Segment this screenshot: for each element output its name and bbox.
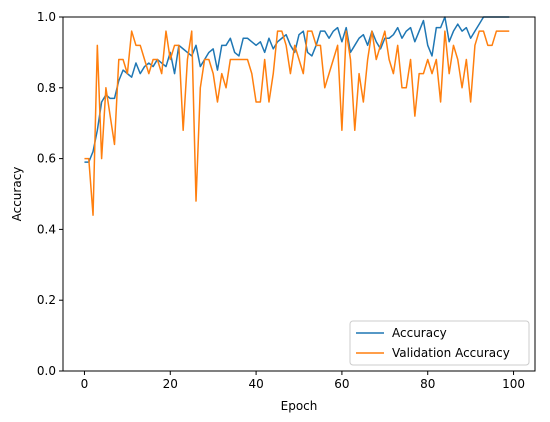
x-tick-label: 100 bbox=[502, 377, 525, 391]
y-tick-label: 0.0 bbox=[37, 364, 56, 378]
y-axis-ticks: 0.0 0.2 0.4 0.6 0.8 1.0 bbox=[37, 10, 63, 378]
series-line-accuracy bbox=[84, 16, 510, 163]
y-tick-label: 0.4 bbox=[37, 222, 56, 236]
y-tick-label: 0.2 bbox=[37, 293, 56, 307]
x-tick-label: 20 bbox=[163, 377, 178, 391]
series-lines bbox=[84, 16, 510, 216]
legend: Accuracy Validation Accuracy bbox=[349, 320, 530, 366]
legend-box bbox=[349, 320, 530, 366]
x-axis-label: Epoch bbox=[281, 399, 318, 413]
y-tick-label: 0.6 bbox=[37, 152, 56, 166]
series-line-validation-accuracy bbox=[84, 30, 510, 216]
x-axis-ticks: 0 20 40 60 80 100 bbox=[81, 371, 525, 391]
y-axis-label: Accuracy bbox=[10, 167, 24, 222]
x-tick-label: 0 bbox=[81, 377, 89, 391]
x-tick-label: 80 bbox=[420, 377, 435, 391]
x-tick-label: 60 bbox=[334, 377, 349, 391]
axes-frame bbox=[62, 16, 536, 372]
legend-label-accuracy: Accuracy bbox=[392, 326, 447, 340]
y-tick-label: 1.0 bbox=[37, 10, 56, 24]
x-tick-label: 40 bbox=[248, 377, 263, 391]
y-tick-label: 0.8 bbox=[37, 81, 56, 95]
legend-label-validation-accuracy: Validation Accuracy bbox=[392, 346, 510, 360]
